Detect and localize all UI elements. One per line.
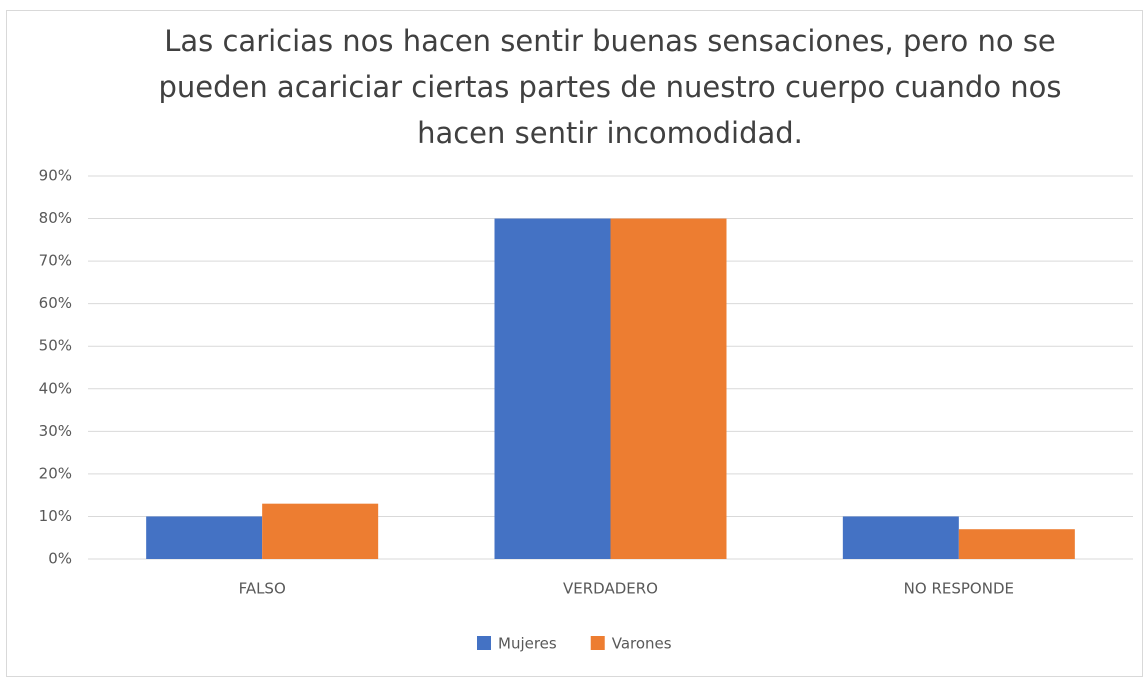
legend-label: Varones — [612, 635, 672, 653]
legend-swatch — [477, 636, 491, 650]
chart-title: Las caricias nos hacen sentir buenas sen… — [158, 24, 1062, 150]
x-tick-label: FALSO — [239, 580, 286, 598]
y-tick-label: 80% — [39, 209, 72, 227]
bar — [146, 516, 263, 559]
legend-swatch — [590, 636, 605, 650]
bar — [610, 218, 727, 560]
x-tick-label: NO RESPONDE — [904, 580, 1014, 598]
legend-label: Mujeres — [498, 635, 557, 653]
bar — [494, 218, 611, 560]
y-tick-label: 20% — [39, 464, 72, 482]
x-tick-label: VERDADERO — [563, 580, 658, 598]
y-tick-label: 40% — [39, 379, 72, 397]
y-tick-label: 50% — [39, 337, 72, 355]
y-tick-label: 30% — [39, 422, 72, 440]
y-tick-label: 0% — [48, 550, 72, 568]
y-tick-label: 10% — [39, 507, 72, 525]
y-tick-label: 70% — [39, 252, 72, 270]
y-tick-label: 60% — [39, 294, 72, 312]
bar — [842, 516, 959, 559]
y-tick-label: 90% — [39, 167, 72, 185]
bar — [958, 529, 1075, 559]
bar — [262, 503, 379, 559]
